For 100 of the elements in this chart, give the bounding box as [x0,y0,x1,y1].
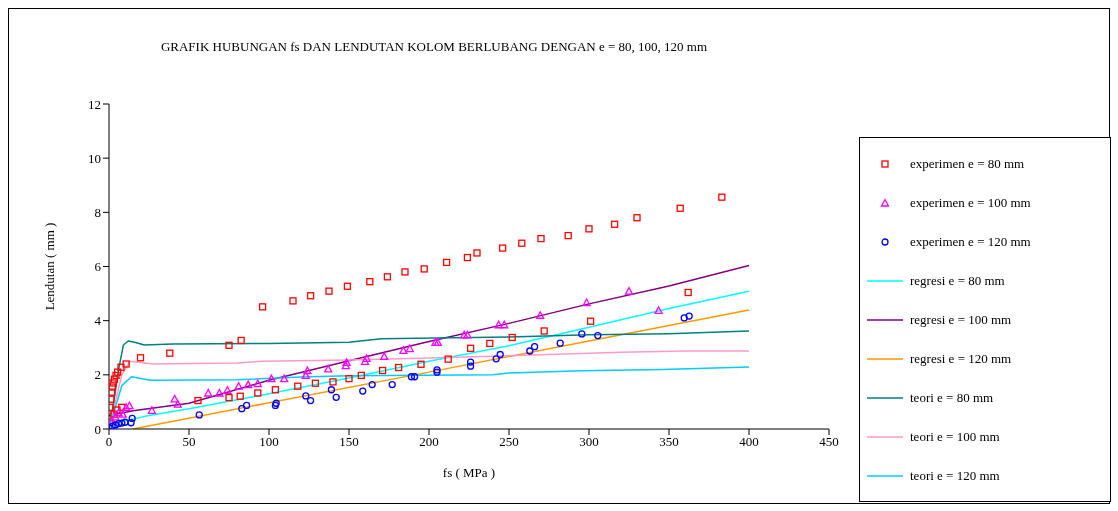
x-axis-title: fs ( MPa ) [442,465,496,480]
point [327,386,336,394]
point [112,371,120,380]
point [383,273,392,281]
legend-label: experimen e = 80 mm [910,155,1025,172]
point [540,327,548,335]
point [362,354,371,362]
point [492,355,500,363]
point [306,396,315,405]
point [654,306,663,315]
point [306,292,315,300]
point [166,349,174,357]
point [466,344,475,352]
point [117,363,125,371]
point [624,287,634,295]
point [360,357,370,365]
point [113,368,122,376]
point [388,380,396,389]
point [530,343,539,351]
point [578,330,586,338]
point [685,312,693,320]
point [341,361,350,370]
point [118,403,126,411]
line-series [109,366,750,429]
point [237,336,245,345]
point [329,378,337,386]
point [394,363,403,372]
x-tick-label: 400 [739,434,759,450]
y-tick-label: 4 [94,313,102,329]
point [610,220,619,228]
y-axis-title: Lendutan ( mm ) [41,222,57,311]
point [343,282,352,290]
y-tick-label: 8 [94,204,101,220]
point [442,258,451,267]
point [204,388,213,397]
point [407,373,416,381]
point [380,352,389,361]
point [325,287,333,295]
x-tick-label: 0 [105,434,113,450]
point [109,379,117,387]
point [258,303,267,311]
point [684,288,692,297]
point [633,214,641,222]
point [460,330,469,339]
point [536,311,545,319]
point [118,409,127,418]
point [473,249,481,257]
point [173,399,182,408]
x-tick-label: 150 [339,434,359,450]
point [122,360,130,368]
point [170,394,179,403]
point [236,392,244,400]
point [127,419,135,427]
legend-label: regresi e = 80 mm [910,272,1005,289]
point [676,204,684,212]
point [500,320,509,329]
legend-label: teori e = 80 mm [910,389,994,406]
point [680,314,688,322]
point [111,421,120,429]
point [194,396,202,405]
point [564,231,572,240]
point [444,355,452,363]
point [359,387,367,395]
point [518,239,526,247]
point [254,389,262,397]
point [405,344,414,353]
point [486,339,494,348]
x-tick-label: 200 [419,434,439,450]
point [125,401,134,410]
point [368,380,376,389]
point [121,403,131,411]
point [223,386,232,394]
point [114,419,123,428]
point [302,392,310,400]
point [324,364,333,373]
point [118,419,126,427]
point [253,379,262,388]
chart-title: GRAFIK HUBUNGAN fs DAN LENDUTAN KOLOM BERLUBANG DENGAN e = 80, 100, 120 mm [159,39,709,55]
point [110,375,119,383]
point [109,395,115,403]
point [586,317,595,325]
legend-label: teori e = 120 mm [910,467,1000,484]
point [280,374,289,383]
point [244,380,253,389]
point [147,406,157,414]
point [357,371,365,380]
x-tick-label: 50 [182,434,196,450]
point [466,362,475,370]
point [498,244,507,252]
legend-label: experimen e = 120 mm [910,233,1031,250]
point [494,320,503,329]
point [238,405,246,413]
point [311,379,320,387]
point [463,253,472,262]
point [496,350,504,359]
point [366,278,374,286]
point [345,374,353,383]
point [508,333,516,342]
point [271,386,280,394]
x-tick-label: 300 [579,434,599,450]
